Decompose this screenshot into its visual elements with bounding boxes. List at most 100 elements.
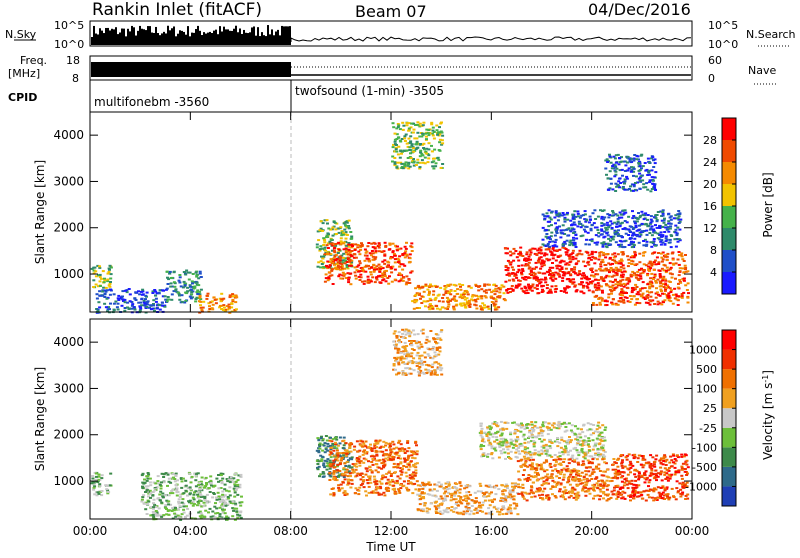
range-cell bbox=[369, 252, 372, 254]
range-cell bbox=[375, 440, 378, 442]
range-cell bbox=[616, 273, 619, 275]
range-cell bbox=[516, 513, 519, 515]
range-cell bbox=[333, 248, 336, 250]
range-cell bbox=[96, 491, 99, 493]
range-cell bbox=[591, 251, 594, 253]
range-cell bbox=[654, 158, 657, 160]
range-cell bbox=[550, 232, 553, 234]
nsky-bar bbox=[189, 36, 191, 45]
range-cell bbox=[389, 266, 392, 268]
nsky-bar bbox=[225, 29, 227, 45]
range-cell bbox=[338, 249, 341, 251]
range-cell bbox=[684, 254, 687, 256]
range-cell bbox=[351, 245, 354, 247]
range-cell bbox=[588, 289, 591, 291]
nsky-bar bbox=[119, 33, 121, 45]
range-cell bbox=[357, 460, 360, 462]
range-cell bbox=[632, 190, 635, 192]
range-cell bbox=[517, 285, 520, 287]
range-cell bbox=[140, 501, 143, 503]
range-cell bbox=[569, 280, 572, 282]
range-cell bbox=[217, 492, 220, 494]
range-cell bbox=[109, 278, 112, 280]
range-cell bbox=[446, 511, 449, 513]
range-cell bbox=[109, 473, 112, 475]
range-cell bbox=[337, 261, 340, 263]
range-cell bbox=[348, 265, 351, 267]
range-cell bbox=[228, 486, 231, 488]
range-cell bbox=[336, 452, 339, 454]
range-cell bbox=[346, 234, 349, 236]
range-cell bbox=[447, 485, 450, 487]
range-cell bbox=[477, 289, 480, 291]
range-cell bbox=[322, 462, 325, 464]
colorbar-tick-label: 28 bbox=[703, 134, 717, 147]
range-cell bbox=[468, 513, 471, 515]
range-cell bbox=[395, 447, 398, 449]
range-cell bbox=[509, 508, 512, 510]
range-cell bbox=[458, 482, 461, 484]
nsky-bar bbox=[247, 33, 249, 45]
range-cell bbox=[556, 437, 559, 439]
range-cell bbox=[417, 508, 420, 510]
range-cell bbox=[571, 214, 574, 216]
range-cell bbox=[627, 265, 630, 267]
range-cell bbox=[622, 253, 625, 255]
range-cell bbox=[485, 513, 488, 515]
range-cell bbox=[565, 248, 568, 250]
range-cell bbox=[341, 259, 344, 261]
range-cell bbox=[166, 288, 169, 290]
range-cell bbox=[325, 435, 328, 437]
range-cell bbox=[587, 232, 590, 234]
range-cell bbox=[392, 341, 395, 343]
range-cell bbox=[435, 510, 438, 512]
range-cell bbox=[560, 260, 563, 262]
range-cell bbox=[561, 277, 564, 279]
range-cell bbox=[584, 213, 587, 215]
range-cell bbox=[221, 494, 224, 496]
range-cell bbox=[418, 366, 421, 368]
range-cell bbox=[339, 437, 342, 439]
range-cell bbox=[333, 455, 336, 457]
range-cell bbox=[602, 252, 605, 254]
range-cell bbox=[174, 516, 177, 518]
range-cell bbox=[623, 183, 626, 185]
range-cell bbox=[627, 228, 630, 230]
range-cell bbox=[173, 271, 176, 273]
range-cell bbox=[168, 478, 171, 480]
range-cell bbox=[424, 502, 427, 504]
range-cell bbox=[100, 278, 103, 280]
range-cell bbox=[329, 468, 332, 470]
range-cell bbox=[660, 290, 663, 292]
range-cell bbox=[209, 483, 212, 485]
range-cell bbox=[663, 286, 666, 288]
range-cell bbox=[604, 256, 607, 258]
range-cell bbox=[385, 453, 388, 455]
range-cell bbox=[536, 249, 539, 251]
range-cell bbox=[186, 495, 189, 497]
range-cell bbox=[178, 299, 181, 301]
range-cell bbox=[616, 223, 619, 225]
range-cell bbox=[347, 277, 350, 279]
range-cell bbox=[358, 276, 361, 278]
range-cell bbox=[670, 234, 673, 236]
range-cell bbox=[186, 508, 189, 510]
range-cell bbox=[376, 279, 379, 281]
range-cell bbox=[639, 290, 642, 292]
range-cell bbox=[511, 482, 514, 484]
range-cell bbox=[449, 493, 452, 495]
range-cell bbox=[423, 352, 426, 354]
range-cell bbox=[431, 150, 434, 152]
range-cell bbox=[484, 295, 487, 297]
range-cell bbox=[321, 263, 324, 265]
nsky-bar bbox=[95, 34, 97, 45]
range-cell bbox=[235, 481, 238, 483]
range-cell bbox=[553, 250, 556, 252]
range-cell bbox=[550, 251, 553, 253]
range-cell bbox=[540, 285, 543, 287]
range-cell bbox=[554, 235, 557, 237]
range-cell bbox=[589, 219, 592, 221]
range-cell bbox=[420, 136, 423, 138]
nsky-bar bbox=[109, 30, 111, 45]
range-cell bbox=[214, 502, 217, 504]
